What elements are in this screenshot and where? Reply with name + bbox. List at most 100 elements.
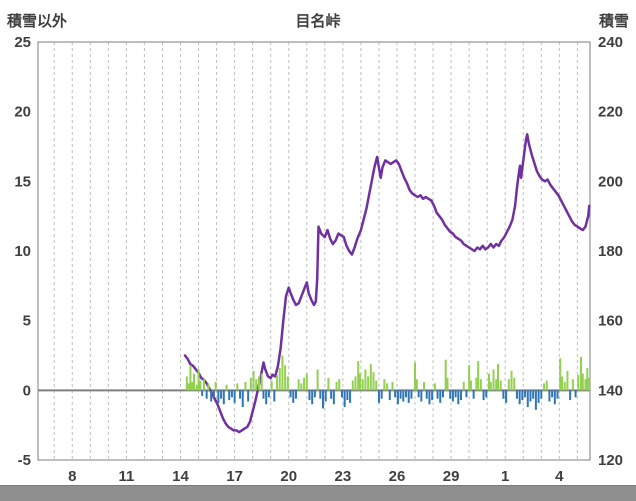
left-axis-tick-label: 10: [14, 243, 31, 260]
right-axis-tick-label: 180: [598, 243, 623, 260]
snow-decrease-bar: [322, 390, 325, 409]
snow-increase-bar: [510, 370, 513, 391]
snow-increase-bar: [513, 377, 516, 391]
snow-increase-bar: [191, 381, 194, 391]
snow-increase-bar: [199, 380, 202, 391]
snow-increase-bar: [469, 380, 472, 391]
snow-decrease-bar: [319, 390, 322, 399]
snow-increase-bar: [386, 383, 389, 391]
snow-increase-bar: [303, 377, 306, 391]
snow-increase-bar: [327, 377, 330, 391]
snow-increase-bar: [584, 379, 587, 391]
snow-decrease-bar: [460, 390, 463, 401]
snow-increase-bar: [414, 362, 417, 391]
snow-decrease-bar: [439, 390, 442, 403]
x-axis-tick-label: 11: [118, 468, 134, 485]
snow-increase-bar: [286, 376, 289, 391]
snow-decrease-bar: [441, 390, 444, 398]
snow-decrease-bar: [457, 390, 460, 405]
snow-decrease-bar: [247, 390, 250, 402]
snow-decrease-bar: [262, 390, 265, 399]
snow-increase-bar: [316, 369, 319, 391]
horizontal-scrollbar[interactable]: [0, 485, 636, 501]
snow-decrease-bar: [454, 390, 457, 398]
snow-decrease-bar: [380, 390, 383, 399]
snow-decrease-bar: [505, 390, 508, 403]
snow-decrease-bar: [330, 390, 333, 399]
snow-increase-bar: [543, 383, 545, 391]
x-axis-tick-label: 8: [68, 468, 76, 485]
snow-increase-bar: [189, 365, 192, 391]
snow-decrease-bar: [222, 390, 225, 405]
snow-decrease-bar: [428, 390, 431, 405]
snow-increase-bar: [214, 381, 217, 391]
left-axis-tick-label: 0: [23, 382, 31, 399]
snow-increase-bar: [359, 373, 361, 391]
snow-increase-bar: [195, 384, 198, 391]
snow-decrease-bar: [289, 390, 292, 398]
snow-increase-bar: [577, 375, 580, 391]
snow-increase-bar: [278, 368, 281, 391]
snow-increase-bar: [351, 380, 354, 391]
snow-decrease-bar: [485, 390, 488, 398]
snow-increase-bar: [187, 383, 190, 391]
snow-increase-bar: [446, 377, 449, 391]
snow-increase-bar: [257, 376, 260, 391]
snow-increase-bar: [284, 365, 287, 391]
snow-increase-bar: [335, 381, 338, 391]
snow-decrease-bar: [425, 390, 428, 399]
snow-decrease-bar: [532, 390, 535, 399]
snow-increase-bar: [338, 379, 341, 391]
snow-decrease-bar: [396, 390, 399, 405]
snow-decrease-bar: [292, 390, 295, 403]
snow-increase-bar: [477, 361, 480, 391]
snow-increase-bar: [423, 381, 426, 391]
snow-decrease-bar: [233, 390, 236, 403]
right-axis-tick-label: 240: [598, 34, 623, 51]
snow-decrease-bar: [402, 390, 405, 402]
snow-decrease-bar: [265, 390, 268, 405]
snow-decrease-bar: [449, 390, 452, 399]
x-axis-tick-label: 4: [555, 468, 564, 485]
x-axis-tick-label: 20: [280, 468, 297, 485]
snow-decrease-bar: [308, 390, 311, 401]
left-axis-tick-label: -5: [18, 452, 31, 469]
snow-decrease-bar: [405, 390, 407, 398]
snow-decrease-bar: [482, 390, 485, 401]
right-axis-tick-label: 160: [598, 313, 623, 330]
snow-increase-bar: [391, 381, 394, 391]
snow-increase-bar: [375, 380, 378, 391]
snow-increase-bar: [479, 379, 482, 391]
snow-depth-line: [183, 133, 591, 434]
snow-increase-bar: [249, 377, 252, 391]
snow-decrease-bar: [521, 390, 524, 401]
snow-decrease-bar: [230, 390, 233, 398]
snow-increase-bar: [497, 363, 499, 391]
snow-decrease-bar: [377, 390, 380, 403]
snow-increase-bar: [561, 376, 564, 391]
snow-increase-bar: [305, 373, 308, 391]
snow-increase-bar: [202, 379, 205, 391]
snow-increase-bar: [487, 373, 490, 391]
snow-increase-bar: [545, 380, 548, 391]
snow-decrease-bar: [534, 390, 537, 410]
snow-increase-bar: [207, 383, 210, 391]
snow-increase-bar: [252, 370, 255, 391]
snow-increase-bar: [571, 379, 574, 391]
snow-increase-bar: [475, 377, 478, 391]
snow-increase-bar: [579, 356, 582, 391]
snow-decrease-bar: [548, 390, 551, 402]
snow-increase-bar: [433, 383, 436, 391]
snow-decrease-bar: [540, 390, 543, 399]
snow-increase-bar: [197, 369, 200, 391]
left-axis-tick-label: 15: [14, 173, 31, 190]
left-axis-tick-label: 25: [14, 34, 31, 51]
snow-decrease-bar: [407, 390, 410, 403]
snow-increase-bar: [369, 363, 372, 391]
right-axis-tick-label: 120: [598, 452, 623, 469]
snow-decrease-bar: [420, 390, 423, 402]
snow-decrease-bar: [399, 390, 402, 399]
snow-decrease-bar: [349, 390, 352, 403]
